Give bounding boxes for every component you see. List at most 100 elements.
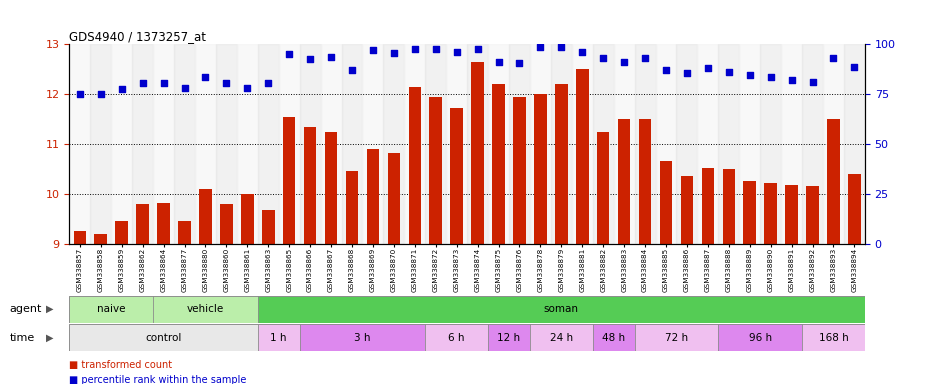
Bar [325, 131, 338, 244]
Bar [509, 44, 530, 244]
Bar [366, 149, 379, 244]
Bar [94, 234, 107, 244]
Bar [492, 84, 505, 244]
Bar [488, 44, 509, 244]
Bar [91, 44, 111, 244]
Point [700, 65, 715, 71]
Text: 6 h: 6 h [449, 333, 465, 343]
Point [722, 68, 736, 74]
Bar [681, 177, 693, 244]
Bar [467, 44, 488, 244]
Point [617, 58, 632, 65]
Point [450, 48, 464, 55]
Bar [69, 44, 91, 244]
Bar [69, 296, 154, 323]
Bar [802, 324, 865, 351]
Bar [154, 44, 174, 244]
Point [826, 55, 841, 61]
Bar [69, 324, 258, 351]
Bar [154, 296, 258, 323]
Bar [719, 44, 739, 244]
Bar [597, 131, 610, 244]
Bar [383, 44, 404, 244]
Bar [530, 44, 551, 244]
Bar [157, 203, 170, 244]
Bar [701, 168, 714, 244]
Bar [618, 119, 631, 244]
Bar [450, 108, 462, 244]
Point [135, 80, 150, 86]
Text: 48 h: 48 h [602, 333, 625, 343]
Bar [656, 44, 676, 244]
Bar [555, 84, 568, 244]
Bar [593, 324, 635, 351]
Bar [744, 181, 756, 244]
Bar [195, 44, 216, 244]
Bar [551, 44, 572, 244]
Text: ▶: ▶ [46, 333, 54, 343]
Bar [388, 153, 401, 244]
Bar [220, 204, 233, 244]
Bar [513, 97, 525, 244]
Bar [404, 44, 426, 244]
Text: 3 h: 3 h [354, 333, 371, 343]
Bar [697, 44, 719, 244]
Bar [534, 94, 547, 244]
Point [533, 43, 548, 50]
Point [554, 43, 569, 50]
Bar [283, 116, 295, 244]
Point [574, 48, 589, 55]
Text: 168 h: 168 h [819, 333, 848, 343]
Bar [785, 185, 798, 244]
Bar [174, 44, 195, 244]
Bar [363, 44, 383, 244]
Point [512, 60, 527, 66]
Bar [446, 44, 467, 244]
Bar [346, 172, 358, 244]
Bar [827, 119, 840, 244]
Text: ■ transformed count: ■ transformed count [69, 360, 172, 370]
Bar [241, 194, 253, 244]
Point [637, 55, 652, 61]
Bar [488, 324, 530, 351]
Point [407, 46, 422, 52]
Bar [258, 296, 865, 323]
Bar [199, 189, 212, 244]
Point [763, 73, 778, 79]
Bar [635, 324, 719, 351]
Bar [844, 44, 865, 244]
Bar [739, 44, 760, 244]
Bar [321, 44, 341, 244]
Text: time: time [9, 333, 34, 343]
Bar [216, 44, 237, 244]
Point [428, 46, 443, 52]
Point [596, 55, 611, 61]
Bar [132, 44, 154, 244]
Text: control: control [145, 333, 182, 343]
Bar [764, 183, 777, 244]
Point [324, 53, 339, 60]
Bar [258, 44, 278, 244]
Point [387, 50, 401, 56]
Point [156, 80, 171, 86]
Text: soman: soman [544, 304, 579, 314]
Point [72, 91, 87, 97]
Point [261, 79, 276, 86]
Point [302, 56, 317, 62]
Bar [719, 324, 802, 351]
Point [282, 51, 297, 57]
Text: 72 h: 72 h [665, 333, 688, 343]
Text: 24 h: 24 h [549, 333, 573, 343]
Text: 12 h: 12 h [498, 333, 521, 343]
Bar [530, 324, 593, 351]
Bar [722, 169, 735, 244]
Bar [303, 127, 316, 244]
Bar [426, 44, 446, 244]
Bar [116, 221, 128, 244]
Bar [613, 44, 635, 244]
Bar [258, 324, 300, 351]
Bar [426, 324, 488, 351]
Bar [802, 44, 823, 244]
Point [93, 91, 108, 97]
Point [784, 77, 799, 83]
